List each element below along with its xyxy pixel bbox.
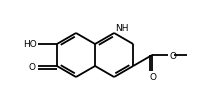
Text: O: O [169, 51, 176, 60]
Text: O: O [149, 72, 156, 81]
Text: NH: NH [115, 24, 129, 33]
Text: HO: HO [23, 40, 37, 49]
Text: O: O [29, 63, 36, 72]
